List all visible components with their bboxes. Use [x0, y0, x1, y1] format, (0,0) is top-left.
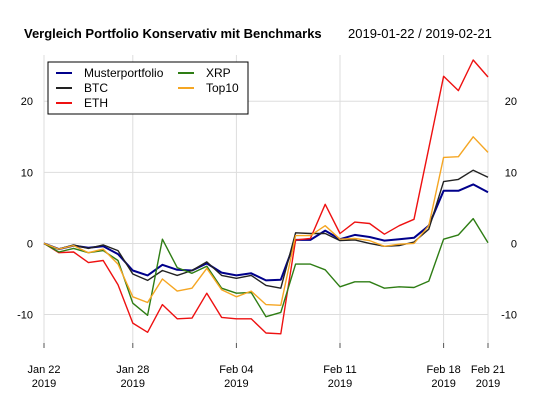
legend-label-musterportfolio: Musterportfolio — [84, 66, 164, 80]
y-tick-label-left-3: 20 — [21, 96, 33, 108]
legend-label-btc: BTC — [84, 81, 108, 95]
x-tick-label-0: Jan 22 — [27, 364, 60, 376]
y-tick-label-right-0: -10 — [501, 310, 517, 322]
series-line-musterportfolio — [43, 183, 489, 282]
series-lines — [43, 59, 489, 335]
x-tick-year-4: 2019 — [431, 378, 455, 390]
series-line-eth — [43, 59, 489, 335]
legend-label-top10: Top10 — [206, 81, 239, 95]
x-tick-year-1: 2019 — [121, 378, 145, 390]
y-tick-label-right-2: 10 — [505, 167, 517, 179]
x-tick-label-5: Feb 21 — [471, 364, 505, 376]
x-tick-year-2: 2019 — [224, 378, 248, 390]
x-axis-ticks: Jan 22 2019 Jan 28 2019 Feb 04 2019 Feb 11 2019… — [27, 343, 505, 390]
legend-label-eth: ETH — [84, 96, 108, 110]
x-tick-label-1: Jan 28 — [116, 364, 149, 376]
y-tick-label-right-3: 20 — [505, 96, 517, 108]
x-tick-year-3: 2019 — [328, 378, 352, 390]
x-tick-year-0: 2019 — [32, 378, 56, 390]
x-tick-label-4: Feb 18 — [426, 364, 460, 376]
x-tick-label-2: Feb 04 — [219, 364, 253, 376]
y-tick-label-right-1: 0 — [511, 238, 517, 250]
x-tick-label-3: Feb 11 — [323, 364, 356, 376]
series-line-top10 — [43, 136, 489, 306]
y-tick-label-left-1: 0 — [27, 238, 33, 250]
legend-label-xrp: XRP — [206, 66, 231, 80]
series-line-btc — [43, 169, 489, 289]
chart-title: Vergleich Portfolio Konservativ mit Benc… — [24, 26, 322, 41]
legend-box — [47, 61, 249, 115]
series-line-xrp — [43, 217, 489, 318]
y-tick-label-left-0: -10 — [17, 310, 33, 322]
chart-subtitle: 2019-01-22 / 2019-02-21 — [348, 26, 492, 41]
x-tick-year-5: 2019 — [476, 378, 500, 390]
y-axis-ticks: -10 -10 0 0 10 10 20 20 — [17, 96, 517, 321]
y-tick-label-left-2: 10 — [21, 167, 33, 179]
